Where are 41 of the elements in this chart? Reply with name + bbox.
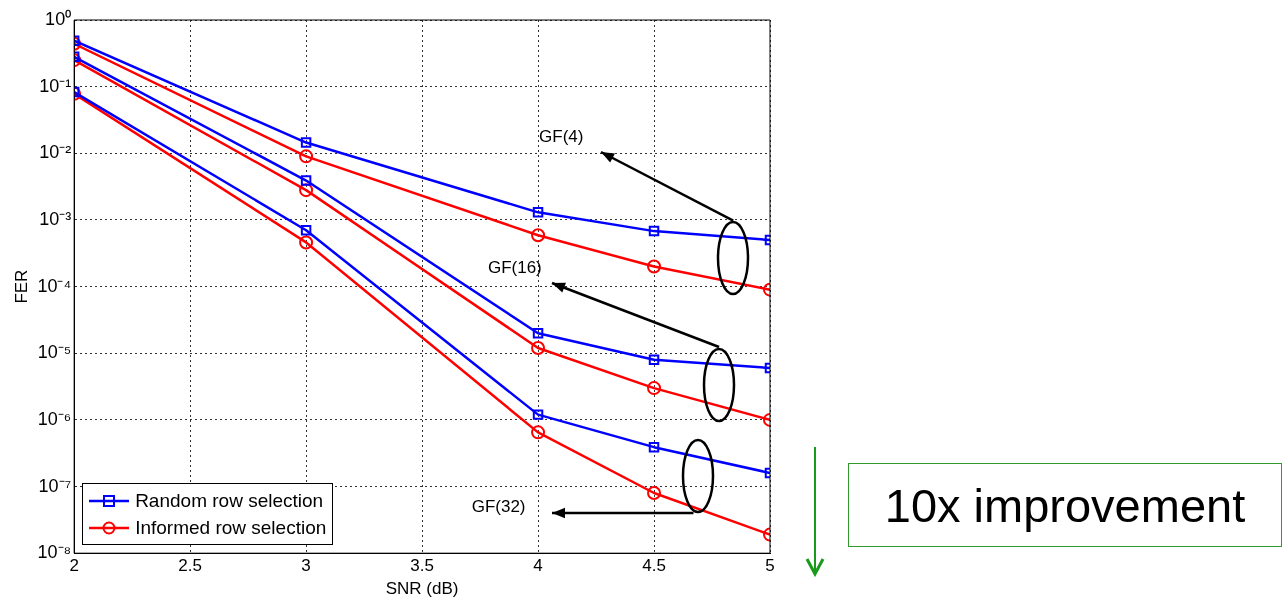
annotation: GF(4): [539, 126, 584, 147]
point: [531, 425, 546, 440]
point: [299, 149, 314, 164]
text: 10x improvement: [848, 463, 1282, 547]
legend-label: Random row selection: [135, 489, 324, 514]
y-tick-label: 10⁻⁴: [37, 275, 72, 296]
point: [647, 259, 662, 274]
y-tick-label: 10⁰: [45, 8, 72, 29]
y-tick-label: 10⁻⁷: [38, 475, 72, 496]
x-tick-label: 4: [533, 556, 543, 576]
x-tick-label: 2: [69, 556, 79, 576]
y-tick-label: 10⁻¹: [39, 75, 72, 96]
point: [299, 183, 314, 198]
legend-label: Informed row selection: [135, 516, 327, 541]
y-tick-label: 10⁻⁵: [37, 342, 72, 363]
point: [647, 381, 662, 396]
point: [532, 409, 544, 420]
x-tick-label: 2.5: [178, 556, 202, 576]
y-tick-label: 10⁻²: [39, 142, 72, 163]
point: [300, 137, 312, 148]
point: [532, 327, 544, 339]
point: [299, 235, 314, 250]
annotation: GF(16): [487, 257, 542, 278]
x-tick-label: 5: [765, 556, 775, 576]
point: [647, 486, 662, 501]
point: [300, 225, 312, 236]
point: [648, 354, 660, 365]
y-tick-label: 10⁻⁶: [37, 408, 72, 429]
point: [648, 225, 660, 237]
point: [300, 175, 312, 186]
point: [531, 228, 546, 243]
point: [531, 340, 546, 355]
y-tick-label: 10⁻³: [39, 208, 72, 229]
annotation: GF(32): [471, 496, 526, 517]
point: [648, 441, 660, 453]
x-tick-label: 3.5: [410, 556, 434, 576]
point: [532, 207, 544, 218]
x-axis-title: SNR (dB): [385, 579, 459, 599]
x-tick-label: 4.5: [642, 556, 666, 576]
x-tick-label: 3: [301, 556, 311, 576]
y-axis-title: FER: [11, 269, 31, 304]
